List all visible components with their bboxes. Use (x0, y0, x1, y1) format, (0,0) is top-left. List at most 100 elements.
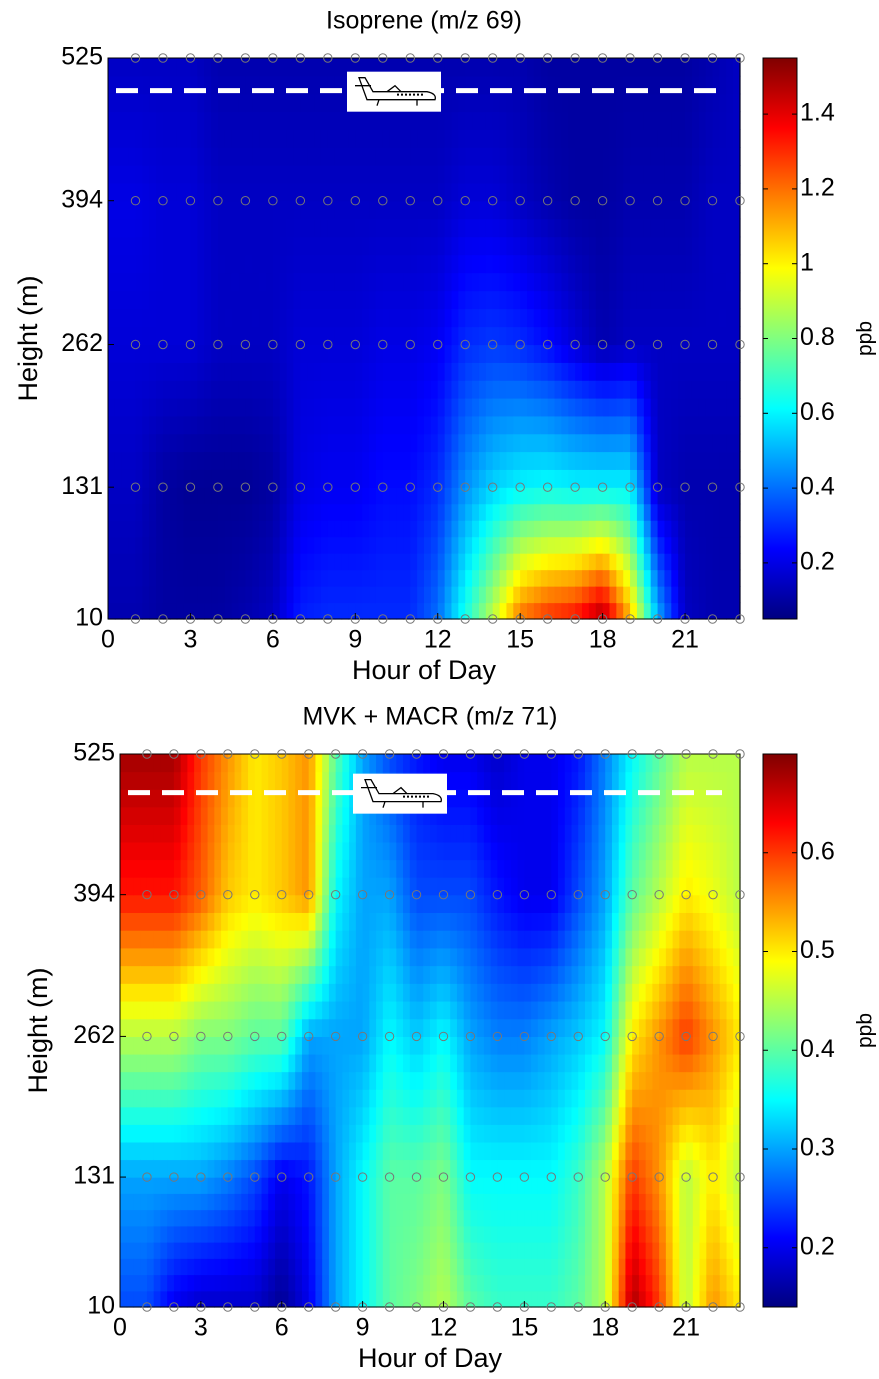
contour-cell (197, 603, 204, 620)
contour-cell (211, 380, 218, 398)
contour-cell (369, 1210, 376, 1227)
contour-cell (328, 586, 335, 603)
contour-cell (120, 1072, 127, 1090)
contour-cell (616, 112, 623, 130)
contour-cell (575, 362, 582, 380)
contour-cell (221, 1258, 228, 1275)
contour-cell (437, 1291, 444, 1308)
contour-cell (309, 948, 316, 966)
contour-cell (252, 112, 259, 130)
contour-cell (232, 537, 239, 554)
contour-cell (582, 237, 589, 256)
contour-cell (266, 147, 273, 165)
contour-cell (154, 1089, 161, 1107)
contour-cell (115, 434, 122, 452)
contour-cell (170, 504, 177, 521)
contour-cell (575, 537, 582, 554)
contour-cell (685, 165, 692, 183)
contour-cell (506, 183, 513, 201)
contour-cell (163, 434, 170, 452)
contour-cell (214, 1193, 221, 1210)
contour-cell (362, 201, 369, 220)
contour-cell (520, 255, 527, 274)
contour-cell (410, 1258, 417, 1275)
contour-cell (596, 112, 603, 130)
contour-cell (149, 537, 156, 554)
contour-cell (115, 58, 122, 76)
contour-cell (568, 603, 575, 620)
contour-cell (275, 859, 282, 877)
contour-cell (685, 129, 692, 147)
contour-cell (160, 1275, 167, 1292)
contour-cell (287, 273, 294, 292)
contour-cell (225, 452, 232, 470)
contour-cell (241, 1036, 248, 1054)
contour-cell (376, 452, 383, 470)
contour-cell (184, 291, 191, 310)
contour-cell (568, 237, 575, 256)
contour-cell (477, 1001, 484, 1019)
contour-cell (248, 859, 255, 877)
contour-cell (383, 520, 390, 537)
contour-cell (120, 1226, 127, 1243)
contour-cell (133, 1193, 140, 1210)
contour-cell (314, 553, 321, 570)
contour-cell (218, 416, 225, 434)
contour-cell (417, 966, 424, 984)
contour-cell (218, 165, 225, 183)
contour-cell (369, 948, 376, 966)
contour-cell (465, 553, 472, 570)
contour-cell (596, 165, 603, 183)
contour-cell (362, 129, 369, 147)
contour-cell (417, 291, 424, 310)
contour-cell (342, 930, 349, 948)
contour-cell (369, 219, 376, 238)
contour-cell (342, 1124, 349, 1142)
contour-cell (252, 219, 259, 238)
contour-cell (322, 754, 329, 772)
contour-cell (252, 94, 259, 112)
contour-cell (561, 327, 568, 346)
contour-cell (268, 948, 275, 966)
contour-cell (555, 273, 562, 292)
contour-cell (458, 147, 465, 165)
contour-cell (187, 983, 194, 1001)
contour-cell (458, 398, 465, 416)
contour-cell (403, 877, 410, 895)
contour-cell (479, 487, 486, 504)
contour-cell (457, 772, 464, 790)
contour-cell (241, 1258, 248, 1275)
contour-cell (232, 255, 239, 274)
contour-cell (149, 165, 156, 183)
contour-cell (443, 824, 450, 842)
contour-cell (355, 291, 362, 310)
contour-cell (438, 255, 445, 274)
contour-cell (726, 291, 733, 310)
contour-cell (500, 434, 507, 452)
contour-cell (541, 112, 548, 130)
contour-cell (235, 1142, 242, 1160)
contour-cell (575, 416, 582, 434)
contour-cell (506, 504, 513, 521)
contour-cell (252, 416, 259, 434)
contour-cell (548, 586, 555, 603)
contour-cell (450, 842, 457, 860)
contour-cell (699, 603, 706, 620)
contour-cell (342, 165, 349, 183)
contour-cell (163, 165, 170, 183)
contour-cell (154, 1072, 161, 1090)
contour-cell (390, 291, 397, 310)
contour-cell (470, 1193, 477, 1210)
contour-cell (342, 452, 349, 470)
contour-cell (147, 842, 154, 860)
contour-cell (140, 1193, 147, 1210)
contour-cell (369, 129, 376, 147)
contour-cell (500, 219, 507, 238)
contour-cell (273, 553, 280, 570)
contour-cell (699, 165, 706, 183)
contour-cell (450, 1210, 457, 1227)
contour-cell (472, 487, 479, 504)
contour-cell (241, 1107, 248, 1125)
contour-cell (335, 273, 342, 292)
contour-cell (582, 487, 589, 504)
